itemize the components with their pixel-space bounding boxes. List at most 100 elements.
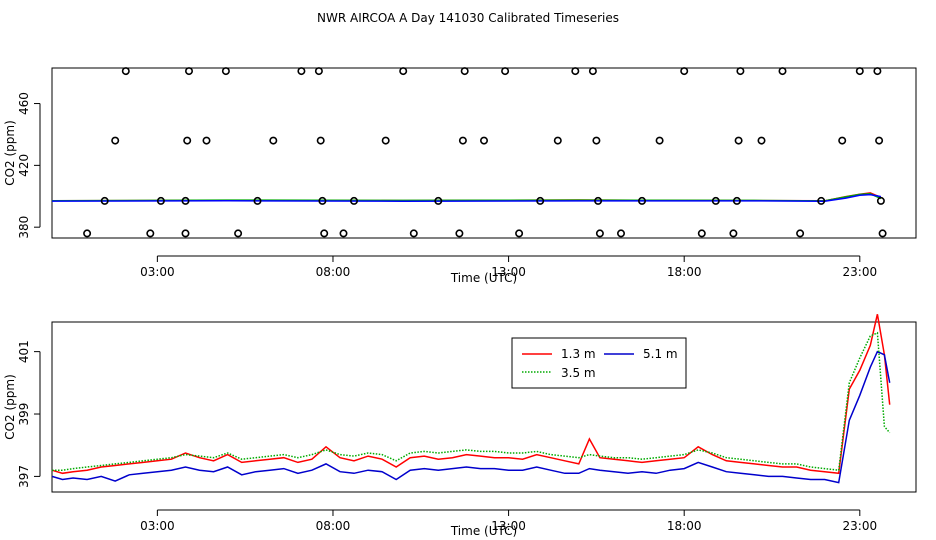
top-reference-point — [729, 229, 738, 238]
legend-label-3-5m: 3.5 m — [561, 366, 596, 380]
legend-label-5-1m: 5.1 m — [643, 347, 678, 361]
x-axis-label-bottom: Time (UTC) — [450, 524, 517, 538]
bottom-y-tick-label: 401 — [17, 340, 31, 363]
top-x-tick-label: 03:00 — [140, 265, 175, 279]
series-lines-bottom — [51, 314, 891, 484]
top-reference-point — [732, 196, 741, 205]
top-reference-point — [680, 67, 689, 76]
top-x-tick-label: 23:00 — [843, 265, 878, 279]
top-reference-point — [297, 67, 306, 76]
top-reference-point — [878, 229, 887, 238]
x-axis-label-top: Time (UTC) — [450, 271, 517, 285]
chart-panel-bottom: 03:00 08:00 13:00 18:00 23:00 397 399 401 Time… — [3, 314, 917, 538]
top-reference-point — [479, 136, 488, 145]
bottom-y-tick-label: 399 — [17, 403, 31, 426]
top-reference-point — [399, 67, 408, 76]
top-reference-point — [571, 67, 580, 76]
top-x-tick-label: 18:00 — [667, 265, 702, 279]
top-reference-point — [778, 67, 787, 76]
top-reference-point — [185, 67, 194, 76]
top-x-tick-label: 08:00 — [316, 265, 351, 279]
top-reference-point — [873, 67, 882, 76]
top-reference-point — [146, 229, 155, 238]
top-reference-point — [221, 67, 230, 76]
legend-label-1-3m: 1.3 m — [561, 347, 596, 361]
y-axis-top: 380 420 460 — [17, 92, 41, 239]
top-reference-point — [181, 229, 190, 238]
top-reference-point — [734, 136, 743, 145]
top-series-line-3 — [51, 193, 882, 202]
top-reference-point — [183, 136, 192, 145]
top-reference-point — [536, 196, 545, 205]
top-y-tick-label: 460 — [17, 92, 31, 115]
top-reference-point — [817, 196, 826, 205]
top-reference-point — [111, 136, 120, 145]
bottom-series-line-5-1-m — [51, 350, 891, 484]
bottom-x-tick-label: 18:00 — [667, 519, 702, 533]
top-reference-point — [594, 196, 603, 205]
top-reference-point — [318, 196, 327, 205]
y-axis-label-bottom: CO2 (ppm) — [3, 374, 17, 440]
top-reference-point — [100, 196, 109, 205]
figure-title: NWR AIRCOA A Day 141030 Calibrated Times… — [317, 11, 619, 25]
top-reference-point — [349, 196, 358, 205]
top-reference-point — [736, 67, 745, 76]
top-reference-point — [553, 136, 562, 145]
top-reference-point — [838, 136, 847, 145]
bottom-y-tick-label: 397 — [17, 465, 31, 488]
top-series-line-2 — [51, 193, 882, 202]
top-reference-point — [316, 136, 325, 145]
top-reference-point — [455, 229, 464, 238]
top-reference-point — [339, 229, 348, 238]
bottom-x-tick-label: 13:00 — [491, 519, 526, 533]
top-reference-point — [796, 229, 805, 238]
plot-frame-bottom — [51, 321, 917, 493]
top-reference-point — [595, 229, 604, 238]
top-x-tick-label: 13:00 — [491, 265, 526, 279]
top-reference-point — [515, 229, 524, 238]
top-reference-point — [458, 136, 467, 145]
top-reference-point — [83, 229, 92, 238]
top-reference-point — [876, 196, 885, 205]
top-reference-point — [202, 136, 211, 145]
top-reference-point — [434, 196, 443, 205]
chart-panel-top: 03:00 08:00 13:00 18:00 23:00 380 420 460 Time… — [3, 67, 917, 285]
reference-points-top — [83, 67, 887, 238]
top-reference-point — [637, 196, 646, 205]
top-reference-point — [757, 136, 766, 145]
top-reference-point — [320, 229, 329, 238]
top-y-tick-label: 420 — [17, 154, 31, 177]
x-axis-bottom: 03:00 08:00 13:00 18:00 23:00 — [140, 509, 878, 533]
top-reference-point — [460, 67, 469, 76]
top-reference-point — [234, 229, 243, 238]
bottom-x-tick-label: 23:00 — [843, 519, 878, 533]
top-reference-point — [156, 196, 165, 205]
bottom-x-tick-label: 08:00 — [316, 519, 351, 533]
top-reference-point — [875, 136, 884, 145]
legend-box — [511, 337, 687, 389]
top-reference-point — [269, 136, 278, 145]
top-reference-point — [655, 136, 664, 145]
top-reference-point — [588, 67, 597, 76]
top-reference-point — [253, 196, 262, 205]
top-reference-point — [181, 196, 190, 205]
top-reference-point — [409, 229, 418, 238]
top-reference-point — [855, 67, 864, 76]
bottom-series-line-1-3-m — [51, 314, 891, 475]
y-axis-label-top: CO2 (ppm) — [3, 120, 17, 186]
top-reference-point — [381, 136, 390, 145]
top-reference-point — [314, 67, 323, 76]
top-reference-point — [501, 67, 510, 76]
top-reference-point — [592, 136, 601, 145]
plot-frame-top — [51, 67, 917, 239]
top-reference-point — [121, 67, 130, 76]
y-axis-bottom: 397 399 401 — [17, 340, 41, 488]
top-reference-point — [616, 229, 625, 238]
bottom-series-line-3-5-m — [52, 331, 891, 472]
x-axis-top: 03:00 08:00 13:00 18:00 23:00 — [140, 255, 878, 279]
legend: 1.3 m 5.1 m 3.5 m — [511, 337, 687, 389]
bottom-x-tick-label: 03:00 — [140, 519, 175, 533]
top-reference-point — [711, 196, 720, 205]
top-y-tick-label: 380 — [17, 216, 31, 239]
